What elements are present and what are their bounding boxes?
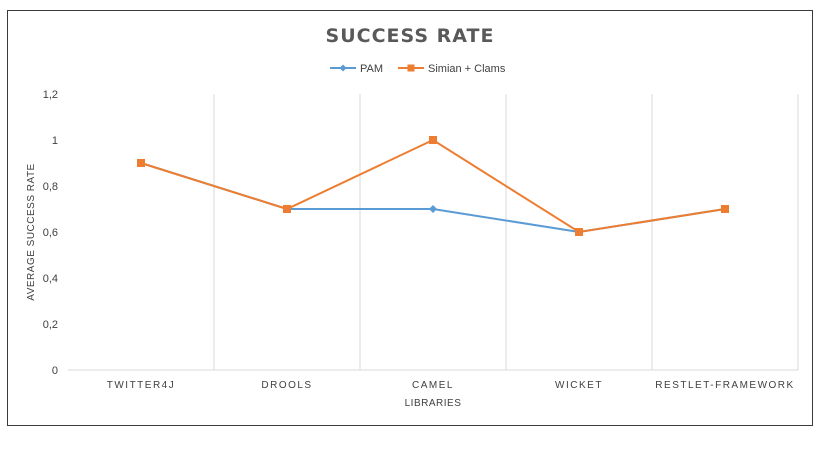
- legend-marker-pam: [339, 64, 347, 72]
- y-tick-label: 0: [52, 365, 58, 377]
- series-line-simian-clams: [140, 138, 726, 234]
- legend-label-pam: PAM: [360, 63, 383, 75]
- legend-marker-simian-clams: [407, 64, 415, 72]
- gridlines: [68, 94, 799, 371]
- data-point-simian-clams: [721, 205, 729, 213]
- legend: PAM Simian + Clams: [330, 63, 506, 75]
- x-axis-ticks: TWITTER4J DROOLS CAMEL WICKET RESTLET-FRAMEW…: [107, 380, 794, 391]
- x-axis-label: LIBRARIES: [405, 398, 462, 409]
- chart-frame: [7, 10, 813, 426]
- y-tick-label: 0,2: [43, 319, 58, 331]
- y-axis-label: AVERAGE SUCCESS RATE: [26, 163, 37, 300]
- chart-title: SUCCESS RATE: [326, 25, 495, 47]
- y-tick-label: 1: [52, 135, 58, 147]
- data-point-simian-clams: [137, 159, 145, 167]
- x-tick-label: CAMEL: [412, 380, 454, 391]
- x-tick-label: RESTLET-FRAMEWORK: [655, 380, 794, 391]
- data-point-simian-clams: [283, 205, 291, 213]
- y-tick-label: 0,4: [43, 273, 58, 285]
- x-tick-label: DROOLS: [261, 380, 312, 391]
- y-axis-ticks: 0 0,2 0,4 0,6 0,8 1 1,2: [43, 89, 58, 377]
- x-tick-label: TWITTER4J: [107, 380, 176, 391]
- data-point-simian-clams: [575, 228, 583, 236]
- legend-label-simian-clams: Simian + Clams: [428, 63, 506, 75]
- series-line-pam: [140, 162, 726, 234]
- data-point-pam: [429, 205, 437, 213]
- y-tick-label: 0,6: [43, 227, 58, 239]
- y-tick-label: 1,2: [43, 89, 58, 101]
- x-tick-label: WICKET: [555, 380, 603, 391]
- data-point-simian-clams: [429, 136, 437, 144]
- y-tick-label: 0,8: [43, 181, 58, 193]
- series-group: [137, 136, 729, 236]
